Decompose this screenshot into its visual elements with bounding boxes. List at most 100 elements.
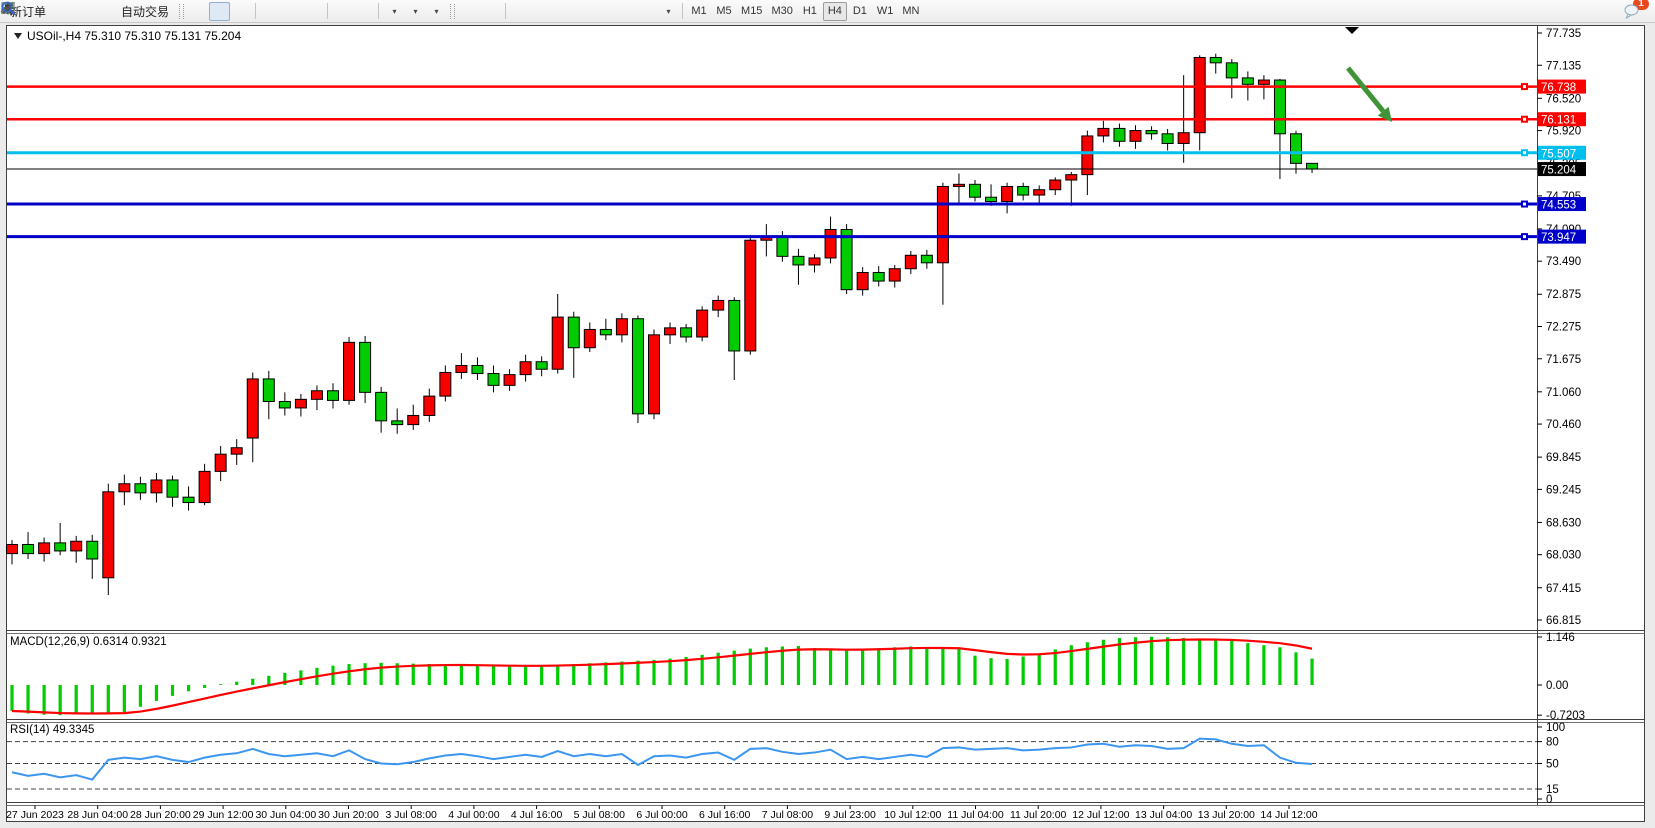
notifications-button[interactable]: 1 [1622,0,1649,21]
candle [744,239,757,352]
candle [792,255,805,266]
symbol-menu-icon[interactable] [14,33,22,39]
horizontal-line-button[interactable] [2,2,552,21]
template-button[interactable]: ▾ [1,2,446,21]
candle [1209,56,1222,64]
candle [856,271,869,291]
horizontal-lines-layer [7,83,1537,241]
macd-bar [186,685,191,692]
time-tick-label: 6 Jul 16:00 [699,809,751,821]
arrow-annotation[interactable] [1346,66,1386,113]
rsi-line [11,737,1313,781]
macd-bar [1037,653,1041,685]
time-tick-label: 11 Jul 04:00 [947,809,1004,821]
fibonacci-button[interactable]: F [2,2,615,21]
time-tick-label: 29 Jun 12:00 [193,809,254,821]
price-tick-label: 76.520 [1546,93,1581,105]
timeframe-m30-button[interactable]: M30 [771,5,793,17]
search-button[interactable] [1,1,1616,21]
text-button[interactable]: A [4,1,636,21]
time-tick-label: 30 Jun 04:00 [255,809,316,821]
rsi-tick-label: 80 [1546,737,1559,749]
candle [1049,179,1062,191]
macd-bar [90,685,94,714]
add-indicator-button[interactable]: ▾ [1,2,404,21]
auto-trading-button[interactable]: 自动交易 [2,2,175,21]
dropdown-caret-icon: ▾ [392,6,397,16]
price-tick-label: 69.845 [1546,452,1581,464]
macd-bar [507,666,512,685]
time-marker-icon[interactable] [1345,27,1359,34]
text-label-button[interactable]: T [1,2,657,21]
timeframe-d1-button[interactable]: D1 [852,5,867,17]
macd-bar [957,648,961,685]
deposit-icon[interactable] [1,1,73,21]
candle [776,235,789,257]
timeframe-m15-button[interactable]: M15 [741,5,763,17]
tile-windows-button[interactable] [2,2,323,21]
macd-bar [74,685,78,715]
candlestick-chart-button[interactable] [3,1,231,21]
period-button[interactable]: ▾ [2,2,425,21]
next-chart-button[interactable] [1,2,374,21]
macd-bar [973,655,977,685]
vertical-line-button[interactable] [7,2,531,21]
macd-bar [893,647,897,685]
macd-bar [363,663,367,685]
timeframe-mn-button[interactable]: MN [902,5,920,17]
candle [166,479,179,498]
macd-bar [877,648,881,685]
time-tick-label: 9 Jul 23:00 [824,809,876,821]
toolbar-separator [255,3,257,19]
new-order-button[interactable]: 新订单 [10,4,47,19]
trendline-button[interactable] [1,2,573,21]
macd-bar [524,666,528,685]
price-label-text: 75.507 [1541,148,1576,160]
time-axis[interactable]: 27 Jun 2023 28 Jun 04:00 28 Jun 20:00 29 Ju… [6,805,1318,822]
macd-bar [1278,647,1282,685]
candle [631,318,644,415]
macd-bar [588,663,592,685]
macd-panel [10,636,1314,716]
bar-chart-button[interactable] [3,2,209,21]
macd-bar [251,678,255,685]
macd-bar [1053,649,1057,685]
cursor-button[interactable] [5,2,480,21]
time-tick-label: 28 Jun 20:00 [130,809,191,821]
candle [423,395,436,416]
label-icon: T [1,2,15,15]
macd-bar [748,648,752,685]
macd-bar [219,684,223,685]
time-tick-label: 28 Jun 04:00 [67,809,128,821]
timeframe-h1-button[interactable]: H1 [802,5,817,17]
crosshair-button[interactable] [2,2,501,21]
terminal-window-button[interactable] [1,2,94,21]
candle [535,361,548,370]
time-tick-label: 10 Jul 12:00 [884,809,941,821]
price-tick-label: 77.735 [1546,28,1581,40]
equidistant-channel-button[interactable]: E [0,2,594,21]
toolbar-grip [179,3,185,19]
signals-button[interactable] [1,1,115,21]
macd-bar [379,662,383,685]
price-label-text: 76.131 [1541,115,1576,127]
zoom-out-button[interactable] [2,2,302,21]
price-label-text: 73.947 [1541,232,1576,244]
candle [1001,185,1014,203]
shapes-button[interactable]: ▾ [2,2,678,21]
chat-bubble-icon [1624,4,1639,19]
line-chart-button[interactable] [1,2,251,21]
previous-chart-button[interactable] [1,2,353,21]
timeframe-m5-button[interactable]: M5 [716,5,732,17]
timeframe-m1-button[interactable]: M1 [691,5,707,17]
timeframe-w1-button[interactable]: W1 [876,5,894,17]
candle [712,299,725,311]
zoom-in-button[interactable] [2,2,281,21]
notification-badge: 1 [1633,0,1649,10]
candle [1306,162,1319,170]
macd-bar [154,685,159,701]
timeframe-h4-button[interactable]: H4 [822,1,847,21]
price-label-box [1538,197,1586,212]
time-tick-label: 7 Jul 08:00 [762,809,814,821]
